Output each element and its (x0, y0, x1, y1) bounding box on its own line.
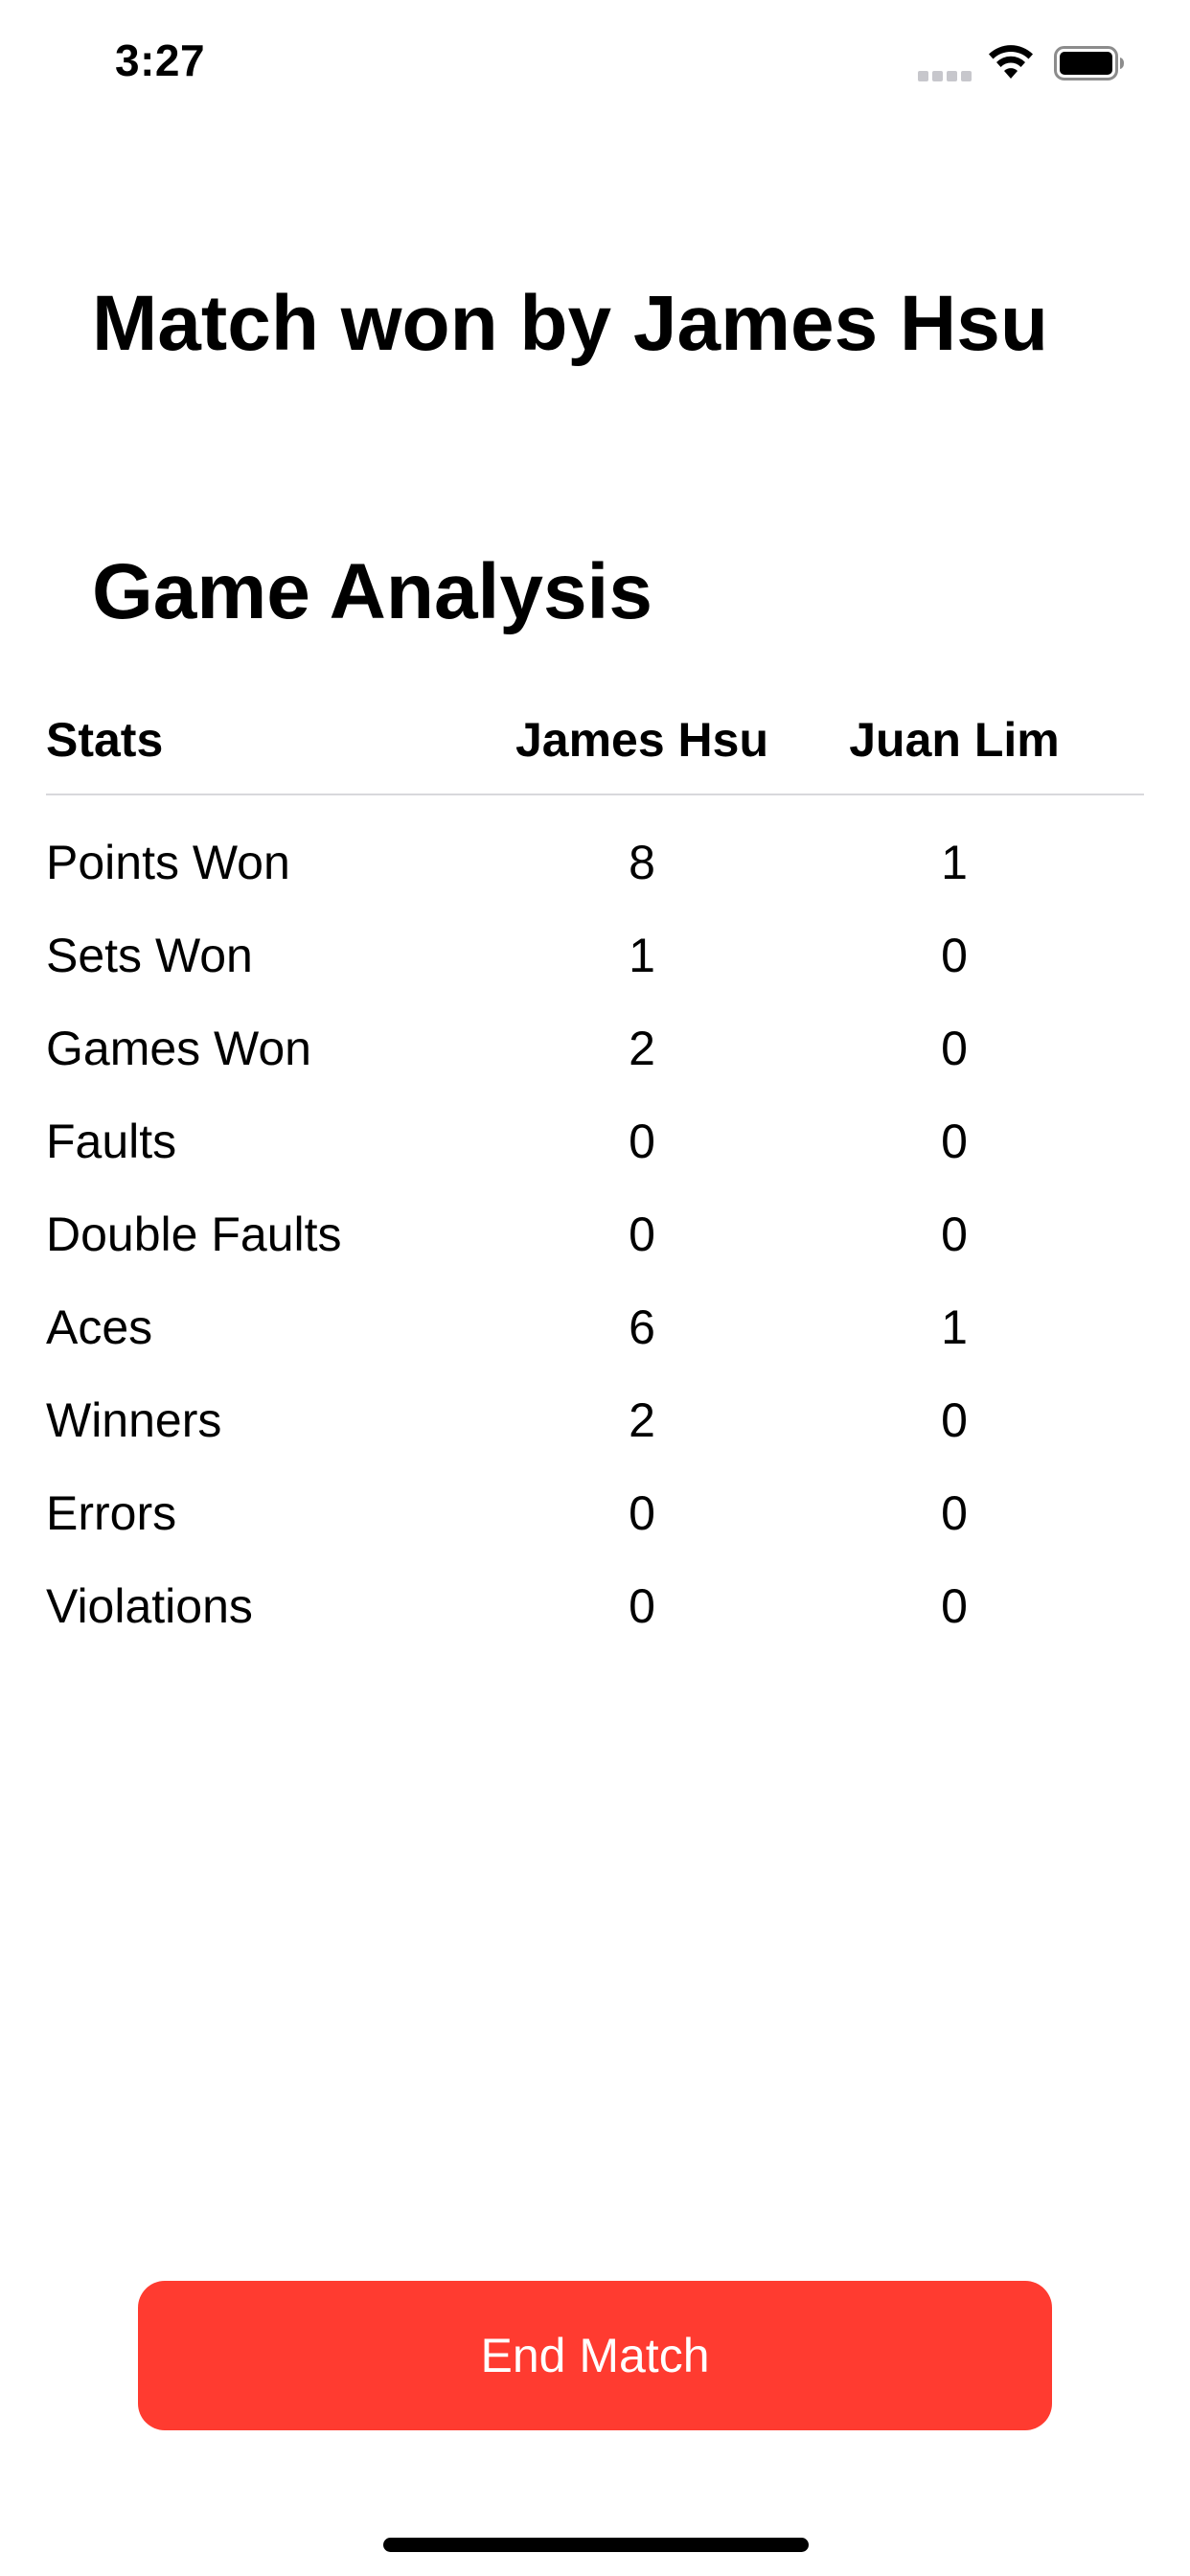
stat-label: Violations (46, 1579, 253, 1633)
table-row: Faults 0 0 (46, 1095, 1144, 1188)
stat-label: Points Won (46, 836, 290, 889)
table-row: Sets Won 1 0 (46, 909, 1144, 1002)
player-two-value: 0 (941, 1022, 968, 1075)
player-two-value: 0 (941, 929, 968, 982)
status-bar: 3:27 (0, 0, 1190, 126)
stats-table: Stats James Hsu Juan Lim Points Won 8 1 … (46, 700, 1144, 1653)
column-header-player-two: Juan Lim (849, 713, 1060, 767)
game-analysis-heading: Game Analysis (92, 548, 652, 635)
cellular-signal-icon (918, 71, 973, 82)
end-match-button[interactable]: End Match (138, 2281, 1052, 2430)
stat-label: Faults (46, 1115, 177, 1168)
stat-label: Games Won (46, 1022, 311, 1075)
player-one-value: 2 (629, 1022, 655, 1075)
battery-icon (1054, 46, 1124, 80)
player-two-value: 1 (941, 1300, 968, 1354)
wifi-icon (989, 45, 1033, 79)
table-row: Points Won 8 1 (46, 816, 1144, 909)
match-result-title: Match won by James Hsu (92, 280, 1048, 367)
player-one-value: 0 (629, 1115, 655, 1168)
home-indicator[interactable] (383, 2538, 809, 2552)
player-one-value: 1 (629, 929, 655, 982)
stat-label: Winners (46, 1393, 222, 1447)
table-row: Errors 0 0 (46, 1467, 1144, 1560)
player-one-value: 8 (629, 836, 655, 889)
player-one-value: 0 (629, 1208, 655, 1261)
stat-label: Aces (46, 1300, 153, 1354)
player-two-value: 0 (941, 1486, 968, 1540)
table-row: Games Won 2 0 (46, 1002, 1144, 1095)
player-one-value: 2 (629, 1393, 655, 1447)
table-row: Double Faults 0 0 (46, 1188, 1144, 1281)
player-one-value: 0 (629, 1486, 655, 1540)
table-row: Violations 0 0 (46, 1560, 1144, 1653)
player-two-value: 1 (941, 836, 968, 889)
player-two-value: 0 (941, 1115, 968, 1168)
table-row: Aces 6 1 (46, 1281, 1144, 1374)
table-header-row: Stats James Hsu Juan Lim (46, 700, 1144, 795)
player-two-value: 0 (941, 1208, 968, 1261)
table-row: Winners 2 0 (46, 1374, 1144, 1467)
player-one-value: 0 (629, 1579, 655, 1633)
stat-label: Errors (46, 1486, 177, 1540)
stat-label: Double Faults (46, 1208, 342, 1261)
table-body: Points Won 8 1 Sets Won 1 0 Games Won 2 … (46, 795, 1144, 1653)
column-header-stats: Stats (46, 713, 164, 767)
status-time: 3:27 (115, 35, 206, 85)
player-two-value: 0 (941, 1579, 968, 1633)
player-one-value: 6 (629, 1300, 655, 1354)
column-header-player-one: James Hsu (515, 713, 769, 767)
stat-label: Sets Won (46, 929, 253, 982)
player-two-value: 0 (941, 1393, 968, 1447)
